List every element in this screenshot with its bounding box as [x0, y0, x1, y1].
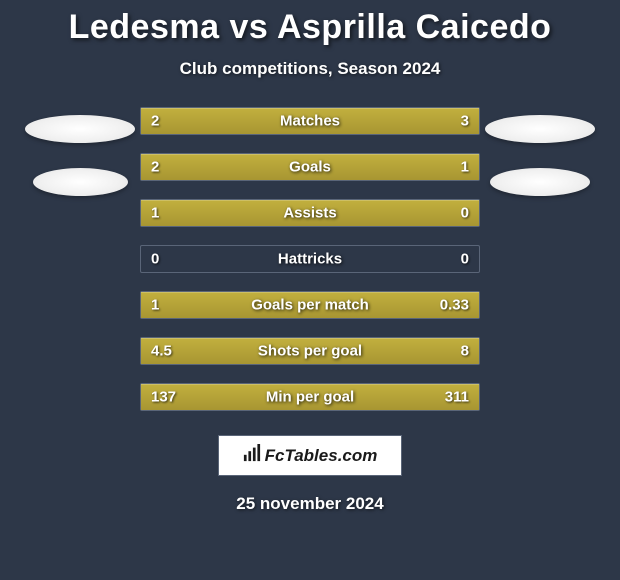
stat-row: 137 311 Min per goal — [140, 383, 480, 411]
value-right: 311 — [445, 389, 469, 406]
stat-row: 2 3 Matches — [140, 107, 480, 135]
stat-row: 0 0 Hattricks — [140, 245, 480, 273]
comparison-area: 2 3 Matches 2 1 Goals 1 0 Assists 0 0 Hattricks 1 0.3… — [0, 107, 620, 429]
bar-left — [141, 154, 366, 180]
player-left-avatars — [20, 107, 140, 221]
value-right: 0 — [461, 251, 469, 268]
stat-label: Hattricks — [278, 251, 342, 268]
value-left: 1 — [151, 297, 159, 314]
bar-left — [141, 200, 405, 226]
comparison-container: Ledesma vs Asprilla Caicedo Club competi… — [0, 0, 620, 580]
stat-row: 2 1 Goals — [140, 153, 480, 181]
stat-label: Goals per match — [251, 297, 369, 314]
avatar-placeholder — [33, 168, 128, 196]
stat-label: Shots per goal — [258, 343, 362, 360]
value-right: 0 — [461, 205, 469, 222]
avatar-placeholder — [490, 168, 590, 196]
stat-label: Assists — [283, 205, 336, 222]
value-left: 2 — [151, 113, 159, 130]
avatar-placeholder — [485, 115, 595, 143]
chart-bars-icon — [243, 444, 261, 467]
player-right-avatars — [480, 107, 600, 221]
stat-label: Min per goal — [266, 389, 354, 406]
value-right: 0.33 — [440, 297, 469, 314]
stat-row: 1 0 Assists — [140, 199, 480, 227]
page-subtitle: Club competitions, Season 2024 — [180, 59, 441, 79]
stat-bars: 2 3 Matches 2 1 Goals 1 0 Assists 0 0 Hattricks 1 0.3… — [140, 107, 480, 429]
stat-row: 1 0.33 Goals per match — [140, 291, 480, 319]
value-right: 3 — [461, 113, 469, 130]
value-left: 137 — [151, 389, 176, 406]
watermark: FcTables.com — [218, 435, 403, 476]
date-label: 25 november 2024 — [236, 494, 383, 514]
page-title: Ledesma vs Asprilla Caicedo — [69, 8, 552, 47]
value-left: 2 — [151, 159, 159, 176]
value-left: 1 — [151, 205, 159, 222]
value-right: 8 — [461, 343, 469, 360]
bar-left — [141, 108, 276, 134]
stat-row: 4.5 8 Shots per goal — [140, 337, 480, 365]
stat-label: Matches — [280, 113, 340, 130]
watermark-text: FcTables.com — [265, 446, 378, 466]
value-right: 1 — [461, 159, 469, 176]
value-left: 4.5 — [151, 343, 172, 360]
avatar-placeholder — [25, 115, 135, 143]
stat-label: Goals — [289, 159, 331, 176]
value-left: 0 — [151, 251, 159, 268]
